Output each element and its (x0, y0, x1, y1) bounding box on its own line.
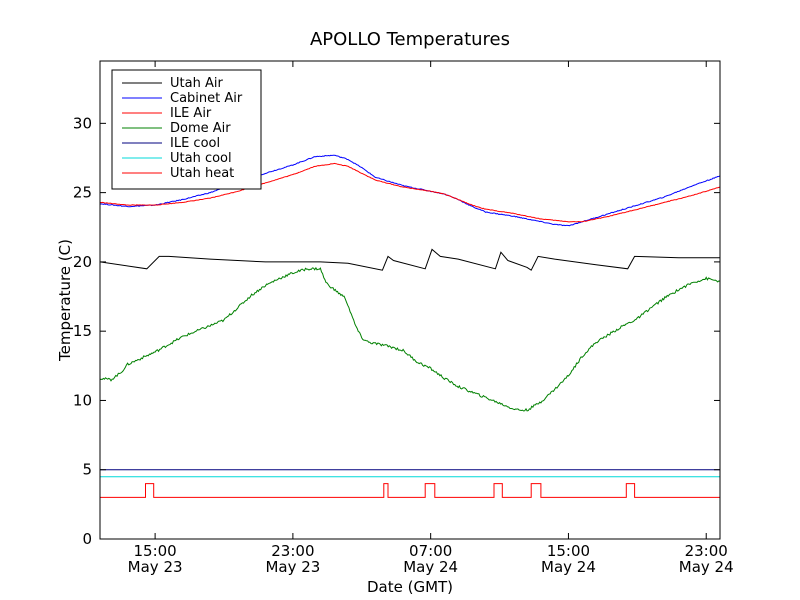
chart-title: APOLLO Temperatures (310, 29, 510, 50)
y-tick-label: 25 (73, 184, 92, 202)
x-tick-label-date: May 23 (128, 558, 183, 576)
x-tick-label-time: 15:00 (133, 542, 176, 560)
legend-label: ILE cool (170, 136, 220, 151)
plot-area (99, 60, 721, 540)
x-tick-label-time: 23:00 (685, 542, 728, 560)
legend-box (111, 69, 262, 190)
series-line-dome-air (100, 266, 720, 412)
x-tick-label-time: 15:00 (547, 542, 590, 560)
series-line-ile-air (100, 162, 720, 223)
y-tick-label: 0 (82, 530, 92, 548)
legend-label: ILE Air (170, 106, 212, 121)
x-tick-label-date: May 24 (403, 558, 458, 576)
legend-label: Cabinet Air (170, 91, 243, 106)
x-tick-label-date: May 24 (541, 558, 596, 576)
legend-label: Dome Air (170, 121, 231, 136)
y-tick-label: 30 (73, 114, 92, 132)
y-tick-label: 20 (73, 253, 92, 271)
y-axis-label: Temperature (C) (56, 239, 74, 362)
x-tick-label-time: 07:00 (409, 542, 452, 560)
x-tick-label-time: 23:00 (271, 542, 314, 560)
x-tick-label-date: May 24 (679, 558, 734, 576)
legend-label: Utah cool (170, 151, 232, 166)
y-tick-label: 15 (73, 322, 92, 340)
y-tick-label: 5 (82, 461, 92, 479)
y-tick-label: 10 (73, 391, 92, 409)
series-line-cabinet-air (100, 154, 720, 227)
legend-label: Utah heat (170, 166, 234, 181)
x-tick-label-date: May 23 (265, 558, 320, 576)
series-line-utah-air (100, 248, 720, 271)
legend-label: Utah Air (170, 76, 223, 91)
x-axis-label: Date (GMT) (367, 578, 453, 596)
series-line-utah-heat (100, 483, 720, 498)
